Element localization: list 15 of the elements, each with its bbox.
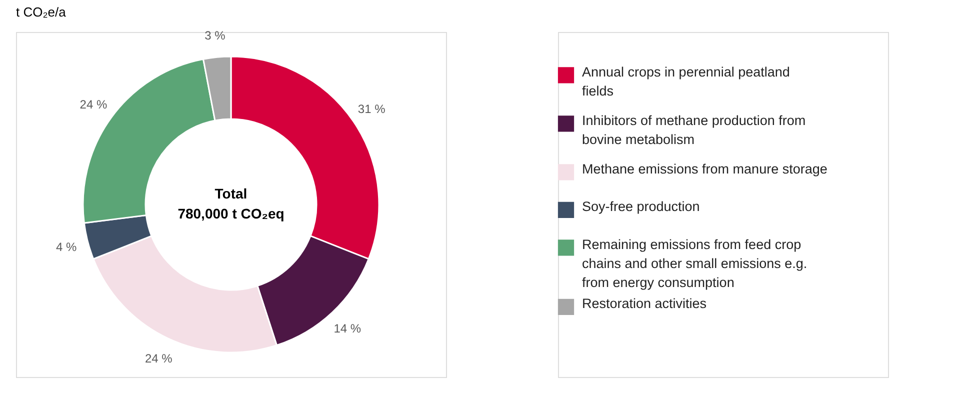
legend-label: Restoration activities [582, 296, 707, 312]
data-label: 31 % [358, 102, 386, 116]
legend-label: Inhibitors of methane production from bovine metabolism [582, 112, 806, 147]
legend-label: Remaining emissions from feed crop chains and other small emissions e.g. from energy consumption [582, 236, 808, 290]
text: Total [214, 185, 248, 202]
data-label: 24 % [144, 351, 173, 366]
data-label: 24 % [80, 98, 108, 112]
chart-title: t CO₂e/a [16, 4, 67, 20]
data-label: 3 % [204, 28, 226, 42]
legend-label: Methane emissions from manure storage [582, 161, 828, 176]
text: 780,000 t CO₂eq [178, 206, 284, 222]
legend-label: Annual crops in perennial peatland fields [582, 64, 790, 98]
data-label: 4 % [56, 240, 78, 254]
legend-label: Soy-free production [582, 199, 700, 214]
data-label: 14 % [334, 321, 362, 336]
